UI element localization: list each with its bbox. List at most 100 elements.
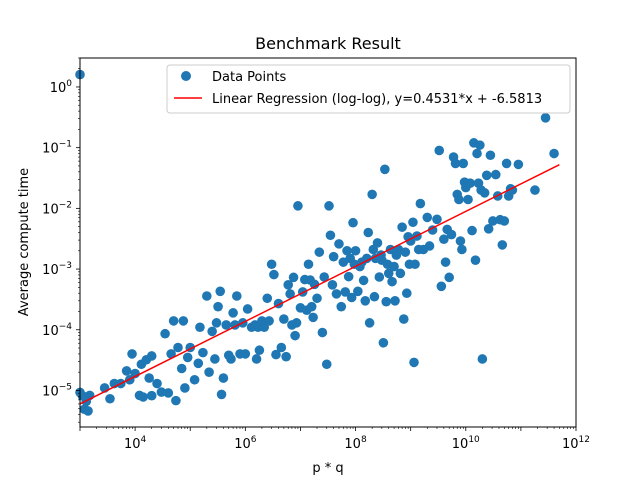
data-point <box>328 251 339 262</box>
data-point <box>369 291 380 302</box>
data-point <box>221 320 232 330</box>
data-point <box>363 227 374 238</box>
data-point <box>321 359 332 370</box>
data-point <box>465 178 475 188</box>
data-point <box>283 280 294 290</box>
data-point <box>343 271 354 282</box>
x-tick-label: 106 <box>234 435 257 452</box>
data-point <box>390 296 400 306</box>
data-point <box>353 286 363 297</box>
data-point <box>228 308 238 318</box>
data-point <box>127 349 137 359</box>
legend-box <box>166 64 571 114</box>
data-point <box>342 245 352 256</box>
y-axis-ticks: 10−5 10−4 10−3 10−2 10−1 100 <box>42 57 80 423</box>
data-point <box>178 316 189 326</box>
data-point <box>367 189 377 200</box>
x-tick-label: 1012 <box>562 435 590 452</box>
data-point <box>434 145 445 156</box>
data-point <box>346 292 357 303</box>
legend-label-regression: Linear Regression (log-log), y=0.4531*x … <box>212 92 542 107</box>
data-point <box>146 351 157 361</box>
data-point <box>530 185 540 195</box>
data-point <box>340 287 351 297</box>
data-point <box>499 216 510 226</box>
legend: Data Points Linear Regression (log-log),… <box>166 64 571 114</box>
data-point <box>485 150 496 161</box>
data-point <box>269 269 279 280</box>
data-point <box>360 296 371 306</box>
data-point <box>463 194 473 205</box>
data-point <box>319 272 330 282</box>
data-point <box>325 230 336 241</box>
data-point <box>436 281 447 292</box>
legend-label-data-points: Data Points <box>212 70 286 85</box>
x-tick-label: 104 <box>124 435 147 452</box>
data-point <box>440 257 451 267</box>
data-point <box>271 349 281 360</box>
data-point <box>276 342 287 353</box>
data-point <box>290 330 300 341</box>
data-point <box>207 326 217 337</box>
data-point <box>395 268 406 279</box>
data-point <box>152 378 162 389</box>
data-point <box>176 363 187 374</box>
data-point <box>308 312 318 323</box>
data-point <box>455 236 466 246</box>
data-point <box>454 194 464 205</box>
x-tick-label: 108 <box>344 435 367 452</box>
data-point <box>501 158 512 169</box>
data-point <box>364 318 375 328</box>
data-point <box>432 214 442 225</box>
data-point <box>198 347 208 358</box>
y-tick-label: 10−5 <box>42 382 72 399</box>
regression-line <box>79 164 560 405</box>
data-point <box>439 234 449 245</box>
data-point <box>279 314 289 324</box>
data-point <box>409 357 419 368</box>
data-point <box>483 224 494 234</box>
data-point <box>383 268 394 279</box>
data-point <box>408 217 418 228</box>
data-point <box>378 337 389 348</box>
data-point <box>171 395 181 406</box>
y-tick-label: 100 <box>50 79 73 96</box>
data-point <box>389 261 399 272</box>
legend-scatter-marker <box>181 71 191 81</box>
data-point <box>470 255 481 265</box>
data-point <box>444 272 454 283</box>
data-point <box>475 140 485 150</box>
data-point <box>336 301 347 312</box>
data-point <box>410 259 420 270</box>
data-point <box>213 301 223 312</box>
data-point <box>226 354 236 364</box>
x-tick-label: 1010 <box>452 435 480 452</box>
data-point <box>314 247 325 257</box>
data-point <box>458 158 469 169</box>
x-axis-ticks: 104 106 108 1010 1012 <box>79 427 590 452</box>
data-point <box>121 366 132 376</box>
y-tick-label: 10−1 <box>42 140 72 157</box>
data-point <box>264 316 274 326</box>
data-point <box>387 276 397 287</box>
data-point <box>400 247 411 257</box>
data-point <box>193 358 204 369</box>
data-point <box>211 318 222 328</box>
data-point <box>138 392 148 402</box>
data-point <box>251 354 262 364</box>
data-point <box>381 296 392 307</box>
data-point <box>166 349 176 359</box>
data-point <box>450 158 461 169</box>
data-point <box>497 240 508 250</box>
data-point <box>477 354 488 364</box>
data-point <box>415 198 426 209</box>
data-point <box>488 216 498 226</box>
data-point <box>242 304 253 314</box>
x-axis-label: p * q <box>312 461 343 476</box>
data-point <box>472 148 482 159</box>
data-point <box>291 318 302 328</box>
data-point <box>372 238 383 248</box>
y-tick-label: 10−2 <box>42 200 72 217</box>
data-point <box>173 342 183 353</box>
